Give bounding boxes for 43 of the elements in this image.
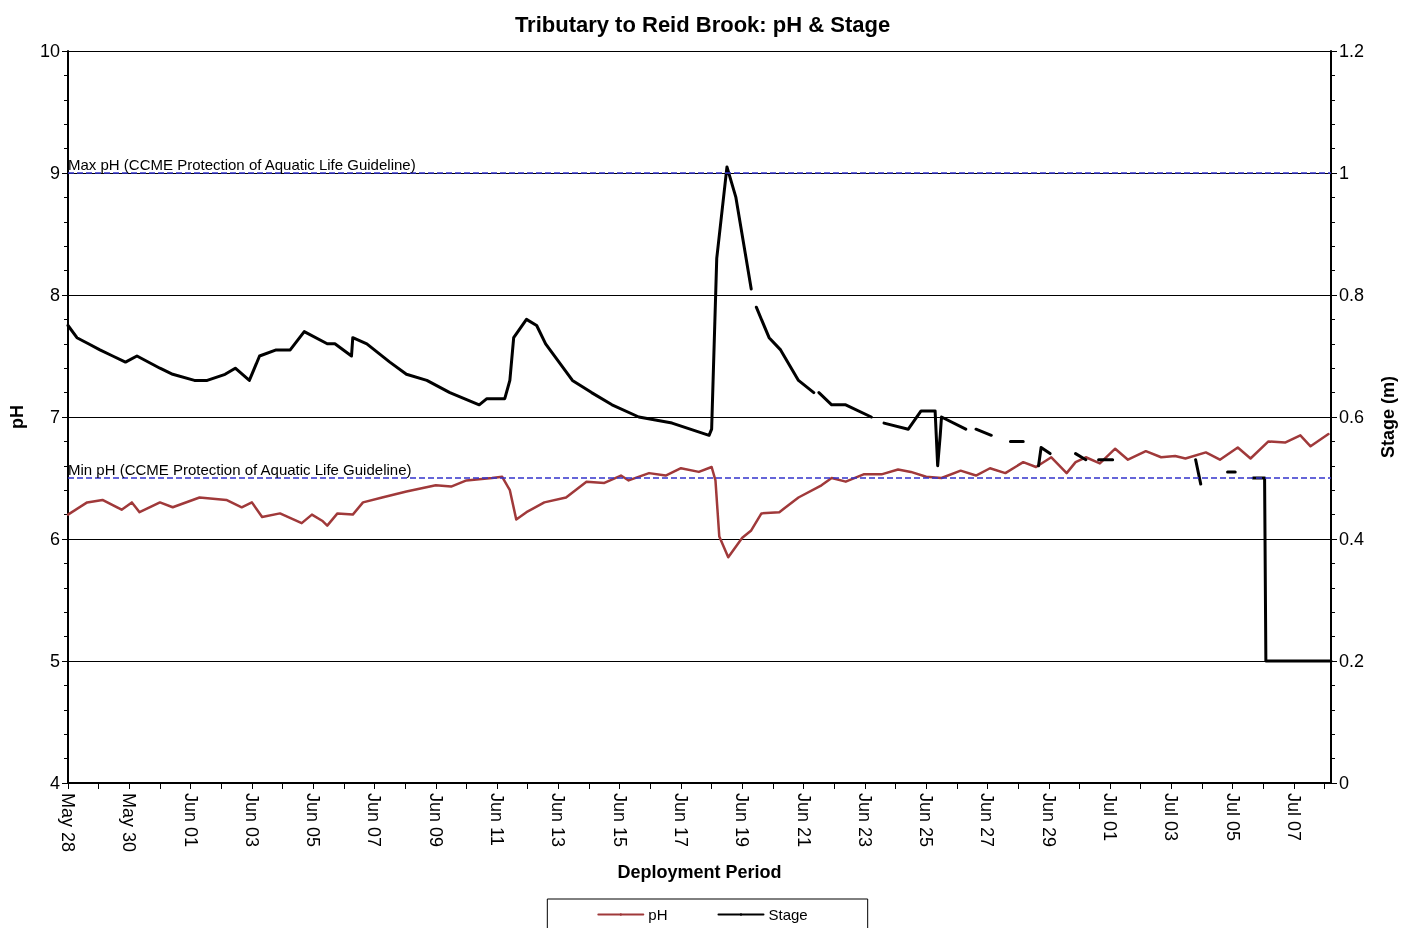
x-tick-label: Jul 05: [1222, 793, 1243, 842]
x-tick-label: Jun 01: [180, 793, 201, 848]
ref-line-label: Max pH (CCME Protection of Aquatic Life Guideline): [68, 156, 416, 173]
y2-tick-label: 1.2: [1339, 41, 1365, 61]
x-tick-label: May 28: [58, 793, 78, 853]
ref-line-label: Min pH (CCME Protection of Aquatic Life Guideline): [68, 461, 412, 478]
y2-tick-label: 0.6: [1339, 407, 1365, 427]
x-tick-label: Jun 15: [609, 793, 630, 848]
x-tick-label: Jun 19: [732, 793, 753, 848]
x-tick-label: Jul 01: [1100, 793, 1121, 842]
x-tick-label: Jun 21: [793, 793, 814, 848]
x-tick-label: Jun 07: [364, 793, 385, 848]
x-tick-label: Jun 17: [670, 793, 691, 848]
y2-axis-title: Stage (m): [1378, 375, 1398, 459]
y2-tick-label: 0.8: [1339, 285, 1365, 305]
x-tick-label: Jul 03: [1161, 793, 1182, 842]
x-tick-label: Jun 05: [303, 793, 324, 848]
x-tick-label: Jun 23: [854, 793, 875, 848]
x-tick-label: Jul 07: [1283, 793, 1304, 842]
x-axis-title: Deployment Period: [617, 862, 782, 882]
y-tick-label: 5: [49, 651, 60, 671]
y2-tick-label: 1: [1339, 163, 1350, 183]
y-tick-label: 4: [49, 773, 60, 793]
x-tick-label: Jun 27: [977, 793, 998, 848]
x-tick-label: Jun 03: [241, 793, 262, 848]
x-tick-label: Jun 25: [916, 793, 937, 848]
x-tick-label: May 30: [119, 793, 140, 853]
chart-title: Tributary to Reid Brook: pH & Stage: [514, 11, 891, 37]
x-tick-label: Jun 11: [487, 793, 508, 846]
y-tick-label: 10: [39, 41, 60, 61]
legend-label: pH: [648, 906, 668, 923]
x-tick-label: Jun 29: [1038, 793, 1059, 848]
y2-tick-label: 0: [1339, 773, 1350, 793]
y-tick-label: 8: [49, 285, 60, 305]
x-tick-label: Jun 09: [425, 793, 446, 848]
x-tick-label: Jun 13: [548, 793, 569, 848]
y-tick-label: 6: [49, 529, 60, 549]
y-tick-label: 9: [49, 163, 60, 183]
y2-tick-label: 0.2: [1339, 651, 1365, 671]
y-tick-label: 7: [49, 407, 60, 427]
y-axis-title: pH: [7, 405, 27, 429]
y2-tick-label: 0.4: [1339, 529, 1365, 549]
legend-label: Stage: [768, 906, 808, 923]
